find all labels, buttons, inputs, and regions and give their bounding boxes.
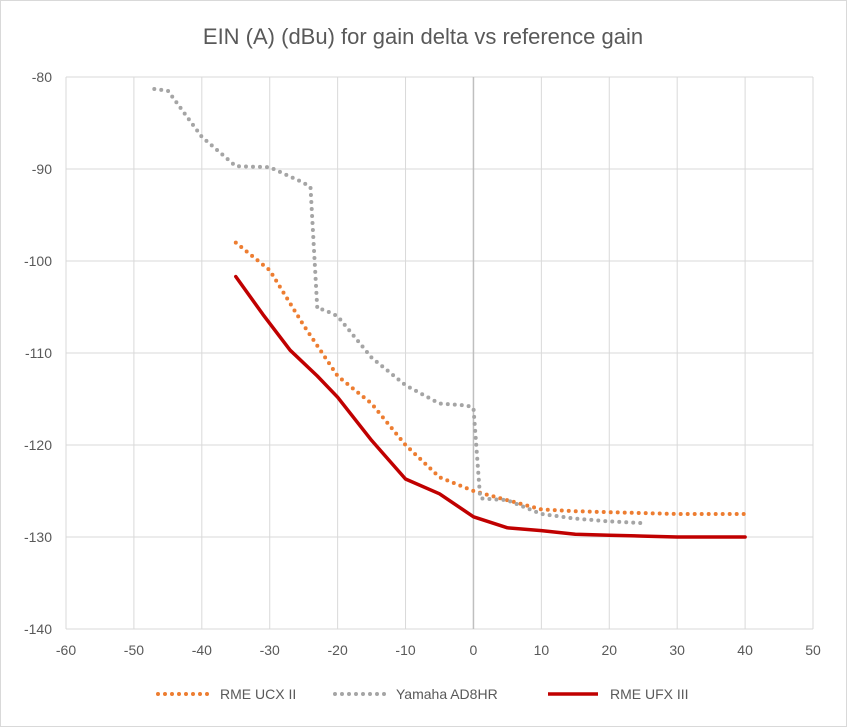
- series-layer: [152, 87, 748, 539]
- y-tick-label: -80: [32, 69, 52, 85]
- x-tick-label: -10: [395, 642, 415, 658]
- x-tick-label: 20: [601, 642, 617, 658]
- x-tick-label: 10: [534, 642, 550, 658]
- y-tick-labels: -80 -90 -100 -110 -120 -130 -140: [24, 69, 52, 637]
- x-tick-label: 0: [470, 642, 478, 658]
- x-tick-label: 40: [737, 642, 753, 658]
- x-tick-label: -20: [328, 642, 348, 658]
- series-line-0: [233, 240, 748, 516]
- y-gridlines: [66, 76, 813, 630]
- y-tick-label: -90: [32, 161, 52, 177]
- x-tick-label: -30: [260, 642, 280, 658]
- legend-label-0: RME UCX II: [220, 686, 296, 702]
- legend-label-2: RME UFX III: [610, 686, 689, 702]
- x-tick-labels: -60 -50 -40 -30 -20 -10 0 10 20 30 40 50: [56, 642, 821, 658]
- x-tick-label: 50: [805, 642, 821, 658]
- x-tick-label: -60: [56, 642, 76, 658]
- series-line-2: [234, 274, 747, 539]
- y-tick-label: -140: [24, 621, 52, 637]
- legend-label-1: Yamaha AD8HR: [396, 686, 498, 702]
- legend: RME UCX II Yamaha AD8HR RME UFX III: [156, 686, 689, 702]
- y-tick-label: -110: [25, 345, 52, 361]
- y-tick-label: -130: [24, 529, 52, 545]
- x-tick-label: -40: [192, 642, 212, 658]
- x-tick-label: 30: [669, 642, 685, 658]
- series-line-1: [152, 87, 646, 526]
- y-tick-label: -120: [24, 437, 52, 453]
- x-tick-label: -50: [124, 642, 144, 658]
- y-tick-label: -100: [24, 253, 52, 269]
- chart-title: EIN (A) (dBu) for gain delta vs referenc…: [203, 24, 643, 49]
